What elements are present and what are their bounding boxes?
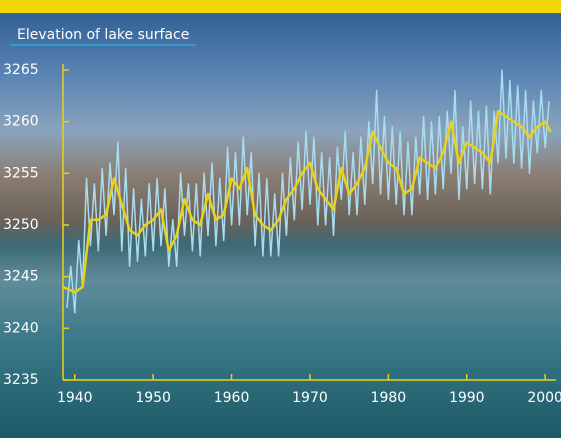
series-line bbox=[67, 70, 549, 313]
y-tick-label: 3260 bbox=[3, 114, 39, 130]
chart: Elevation of lake surface 3235 3240 3245 32… bbox=[0, 0, 561, 438]
x-tick-label: 1990 bbox=[449, 390, 485, 406]
x-tick-label: 1970 bbox=[292, 390, 328, 406]
x-tick-label: 1950 bbox=[135, 390, 171, 406]
y-tick-label: 3240 bbox=[3, 320, 39, 336]
chart-title: Elevation of lake surface bbox=[17, 27, 189, 43]
x-tick-label: 1960 bbox=[214, 390, 250, 406]
y-tick-label: 3235 bbox=[3, 372, 39, 388]
y-tick-label: 3245 bbox=[3, 269, 39, 285]
screenshot: Elevation of lake surface 3235 3240 3245 32… bbox=[0, 0, 561, 438]
y-tick-label: 3265 bbox=[3, 62, 39, 78]
x-tick-label: 2000 bbox=[527, 390, 561, 406]
y-tick-label: 3255 bbox=[3, 165, 39, 181]
y-tick-label: 3250 bbox=[3, 217, 39, 233]
x-tick-label: 1980 bbox=[371, 390, 407, 406]
x-tick-label: 1940 bbox=[57, 390, 93, 406]
